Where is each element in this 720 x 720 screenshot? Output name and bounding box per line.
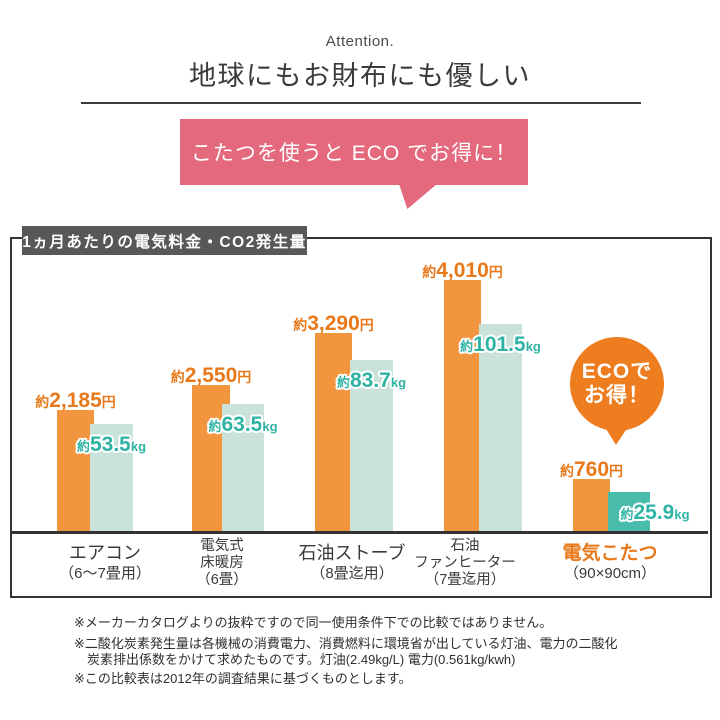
label-co2-2: 約83.7kg [337, 369, 406, 393]
label-cost-text: 3,290 [307, 312, 360, 335]
label-cost-text: 760 [573, 458, 610, 481]
label-cost-text: 円 [101, 394, 116, 410]
label-cost-0: 約2,185円 [35, 389, 116, 413]
label-cost-4: 約760円 [560, 458, 623, 482]
label-cost-text: 円 [359, 317, 374, 333]
axis-baseline [10, 531, 708, 534]
label-co2-4: 約25.9kg [620, 501, 689, 525]
footnote-line: ※二酸化炭素発生量は各機械の消費電力、消費燃料に環境省が出している灯油、電力の二… [74, 636, 618, 651]
label-cost-text: 約 [293, 317, 308, 333]
category-line: 石油 [450, 537, 480, 554]
bar-cost-3 [444, 280, 481, 531]
eco-badge-line1: ECOで [581, 360, 653, 383]
category-label-4: 電気こたつ （90×90cm） [562, 535, 657, 591]
bar-co2-3 [479, 324, 522, 531]
category-line: （7畳迄用） [424, 571, 506, 588]
label-cost-text: 約 [170, 369, 185, 385]
speech-bubble: こたつを使うと ECO でお得に！ [180, 119, 528, 185]
speech-bubble-text: こたつを使うと ECO でお得に！ [190, 142, 518, 165]
bar-co2-1 [222, 404, 264, 531]
label-co2-text: kg [130, 439, 147, 454]
bar-cost-4 [573, 479, 610, 531]
bar-co2-0 [90, 424, 133, 531]
label-cost-text: 2,185 [49, 389, 102, 412]
label-cost-text: 約 [35, 394, 50, 410]
category-label-1: 電気式 床暖房 （6畳） [196, 535, 248, 591]
label-co2-text: 53.5 [89, 433, 131, 456]
footnote-line: ※メーカーカタログよりの抜粋ですので同一使用条件下での比較ではありません。 [74, 615, 553, 630]
eyebrow-text: Attention. [325, 33, 395, 50]
footnote-line: 炭素排出係数をかけて求めたものです。灯油(2.49kg/L) 電力(0.561k… [87, 652, 516, 667]
footnote-line: ※この比較表は2012年の調査結果に基づくものとします。 [74, 671, 412, 686]
label-co2-text: 63.5 [221, 413, 263, 436]
label-cost-text: 4,010 [436, 259, 489, 282]
category-line: 電気式 [200, 537, 244, 554]
label-co2-text: 約 [76, 439, 90, 454]
label-co2-text: kg [674, 507, 690, 522]
label-cost-text: 2,550 [184, 364, 238, 387]
label-cost-2: 約3,290円 [293, 312, 374, 336]
label-cost-text: 約 [559, 463, 574, 479]
speech-bubble-tail-icon [399, 184, 437, 209]
category-label-0: エアコン （6〜7畳用） [59, 535, 151, 591]
bar-cost-0 [57, 410, 94, 531]
category-line: 床暖房 [200, 554, 244, 571]
label-co2-text: kg [525, 339, 541, 354]
label-co2-text: 約 [460, 339, 474, 354]
label-cost-3: 約4,010円 [422, 259, 503, 283]
title-divider [81, 102, 641, 104]
label-co2-text: 約 [620, 507, 634, 522]
label-cost-text: 円 [237, 369, 252, 385]
category-label-2: 石油ストーブ （8畳迄用） [299, 535, 406, 591]
category-line: エアコン [69, 542, 141, 563]
category-line: ファンヒーター [414, 554, 516, 571]
footnotes: ※メーカーカタログよりの抜粋ですので同一使用条件下での比較ではありません。 ※二… [74, 615, 618, 687]
label-cost-1: 約2,550円 [171, 364, 252, 388]
label-co2-text: 約 [208, 419, 222, 434]
label-co2-text: 83.7 [349, 369, 391, 392]
category-line: 石油ストーブ [298, 542, 406, 563]
chart-title-badge: 1ヵ月あたりの電気料金・CO2発生量 [22, 226, 307, 255]
label-co2-3: 約101.5kg [460, 333, 541, 357]
bar-co2-4 [608, 492, 650, 531]
category-line: （8畳迄用） [310, 564, 394, 582]
page-title: 地球にもお財布にも優しい [189, 61, 531, 91]
eco-badge-line2: お得！ [584, 384, 650, 407]
label-cost-text: 円 [609, 463, 624, 479]
label-co2-text: 101.5 [473, 333, 526, 356]
eco-badge-tail-icon [603, 424, 630, 445]
bar-cost-2 [315, 333, 352, 531]
label-co2-text: kg [262, 419, 278, 434]
category-line: 電気こたつ [562, 542, 658, 564]
label-co2-text: kg [390, 375, 407, 390]
label-co2-0: 約53.5kg [77, 433, 146, 457]
bar-co2-2 [350, 360, 393, 531]
eco-badge: ECOで お得！ [570, 337, 664, 431]
label-co2-text: 25.9 [633, 501, 675, 524]
label-co2-text: 約 [336, 375, 350, 390]
category-label-3: 石油 ファンヒーター （7畳迄用） [414, 535, 516, 591]
label-cost-text: 約 [422, 264, 437, 280]
label-co2-1: 約63.5kg [208, 413, 277, 437]
chart-panel: ECOで お得！ 約2,185円 約53.5kg エアコン （6〜7畳用） 約2,550… [10, 237, 712, 598]
category-line: （6〜7畳用） [59, 564, 151, 582]
category-line: （6畳） [196, 571, 248, 588]
category-line: （90×90cm） [563, 564, 657, 582]
label-cost-text: 円 [488, 264, 503, 280]
